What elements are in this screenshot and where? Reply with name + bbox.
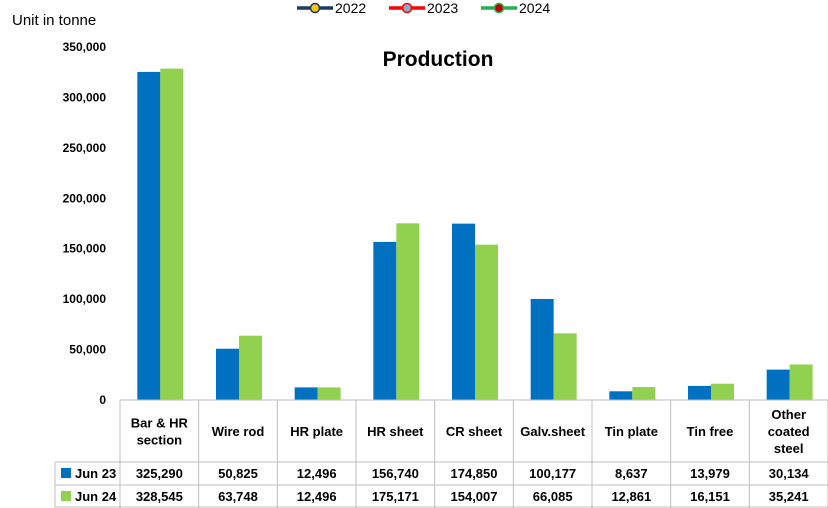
bar-jun-24 (239, 335, 262, 400)
table-cell-value: 325,290 (136, 466, 183, 481)
table-cell-value: 175,171 (372, 489, 419, 504)
bar-jun-23 (530, 298, 554, 400)
data-table: Bar & HR section Wire rod HR plate HR sheet C… (54, 399, 828, 508)
row-series-name: Jun 24 (75, 489, 117, 504)
bar-jun-23 (294, 387, 318, 400)
y-tick-label: 200,000 (63, 191, 107, 205)
bar-jun-24 (396, 223, 420, 400)
row-series-name: Jun 23 (75, 466, 116, 481)
category-label: HR plate (290, 424, 343, 439)
table-cell-value: 154,007 (451, 489, 498, 504)
legend-marker-2023 (401, 2, 413, 14)
top-legend: 2022 2023 2024 (297, 0, 550, 16)
bar-jun-24 (789, 364, 813, 400)
table-cell-value: 16,151 (690, 489, 730, 504)
category-label: HR sheet (367, 424, 424, 439)
row-legend-key (61, 491, 71, 501)
legend-label-2023: 2023 (427, 0, 458, 16)
category-label: Other (771, 407, 806, 422)
y-tick-label: 250,000 (63, 141, 107, 155)
y-tick-label: 350,000 (63, 40, 107, 54)
bar-jun-23 (373, 241, 397, 400)
table-cell-value: 100,177 (529, 466, 576, 481)
table-cell-value: 35,241 (769, 489, 809, 504)
category-label: section (137, 433, 183, 448)
category-label: Tin free (687, 424, 734, 439)
legend-marker-2024 (493, 2, 505, 14)
bar-jun-24 (475, 244, 498, 400)
table-cell-value: 174,850 (451, 466, 498, 481)
y-axis: 0 50,000 100,000 150,000 200,000 250,000 300,0… (63, 40, 107, 407)
category-label: Wire rod (212, 424, 265, 439)
category-label: steel (774, 441, 804, 456)
bar-jun-24 (711, 383, 734, 400)
table-cell-value: 12,496 (297, 489, 337, 504)
y-tick-label: 300,000 (63, 90, 107, 104)
y-tick-label: 50,000 (69, 343, 106, 357)
category-label: Tin plate (605, 424, 658, 439)
y-tick-label: 100,000 (63, 292, 107, 306)
bar-jun-23 (609, 391, 633, 400)
bar-jun-23 (766, 369, 790, 400)
category-label: Bar & HR (131, 416, 189, 431)
table-cell-value: 12,861 (611, 489, 651, 504)
table-cell-value: 50,825 (218, 466, 258, 481)
bar-jun-23 (452, 223, 475, 400)
bar-jun-24 (632, 387, 656, 400)
table-cell-value: 328,545 (136, 489, 183, 504)
table-cell-value: 12,496 (297, 466, 337, 481)
y-tick-label: 150,000 (63, 242, 107, 256)
category-label: coated (768, 424, 810, 439)
category-label: CR sheet (446, 424, 503, 439)
table-cell-value: 63,748 (218, 489, 258, 504)
table-cell-value: 8,637 (615, 466, 648, 481)
category-label: Galv.sheet (520, 424, 585, 439)
chart-title: Production (383, 48, 494, 71)
table-cell-value: 66,085 (533, 489, 573, 504)
unit-label: Unit in tonne (12, 12, 96, 29)
legend-marker-2022 (309, 2, 321, 14)
table-cell-value: 30,134 (769, 466, 810, 481)
legend-label-2022: 2022 (335, 0, 366, 16)
table-cell-value: 156,740 (372, 466, 419, 481)
bar-jun-24 (160, 68, 184, 400)
bar-jun-23 (137, 71, 161, 400)
bar-jun-23 (688, 385, 711, 400)
table-cell-value: 13,979 (690, 466, 730, 481)
legend-label-2024: 2024 (519, 0, 550, 16)
bar-jun-24 (553, 333, 577, 400)
row-legend-key (61, 468, 71, 478)
bar-jun-23 (216, 348, 239, 400)
bars (137, 68, 813, 400)
bar-jun-24 (317, 387, 341, 400)
y-tick-label: 0 (99, 393, 106, 407)
